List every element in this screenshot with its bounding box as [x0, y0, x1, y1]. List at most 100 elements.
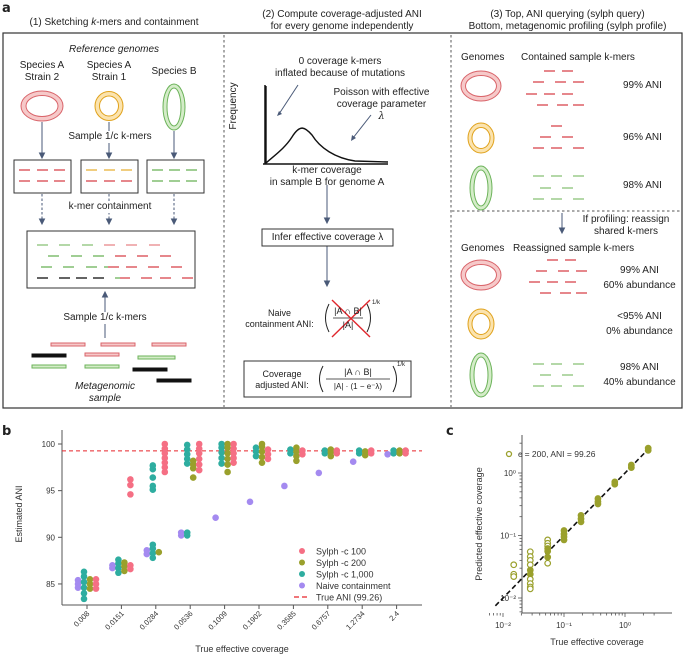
- data-point-sylph-c-1-000: [149, 474, 157, 481]
- data-point-naive-containment: [281, 482, 288, 490]
- data-point-sylph-c-1-000: [183, 529, 191, 536]
- data-point-sylph-c-200: [258, 453, 266, 461]
- data-point: [510, 573, 518, 580]
- data-point: [526, 585, 534, 593]
- data-point: [544, 547, 552, 555]
- reassigned-kmers-header: Reassigned sample k-mers: [513, 243, 635, 254]
- data-point-sylph-c-100: [195, 455, 203, 463]
- data-point-naive-containment: [212, 514, 219, 522]
- step1-title-pre: (1) Sketching: [29, 17, 92, 28]
- data-point-sylph-c-100: [195, 440, 203, 448]
- data-point-sylph-c-100: [161, 468, 169, 476]
- containment-arrows: [38, 194, 178, 226]
- coverage-exponent: 1/k: [397, 362, 406, 368]
- data-point-sylph-c-1-000: [149, 541, 157, 549]
- profile-abundance: 0% abundance: [606, 326, 673, 337]
- data-point-sylph-c-100: [92, 575, 100, 583]
- data-point-sylph-c-200: [121, 559, 128, 566]
- legend-label: Naive containment: [316, 581, 391, 591]
- step3-title: (3) Top, ANI querying (sylph query) Botto…: [450, 9, 685, 33]
- data-point-naive-containment: [74, 576, 82, 584]
- data-point-sylph-c-1-000: [80, 595, 88, 603]
- query-kmers: [526, 70, 584, 200]
- coverage-line2: adjusted ANI:: [255, 380, 309, 390]
- sketch-box-strain1: [80, 159, 139, 194]
- step1-title-post: -mers and containment: [96, 17, 199, 28]
- naive-paren-right: [366, 303, 371, 333]
- genome-label-line1: Species A: [19, 60, 65, 71]
- data-point-naive-containment: [384, 450, 391, 458]
- data-point-sylph-c-200: [224, 461, 231, 468]
- panel-c-label: c: [446, 424, 454, 439]
- data-point: [510, 561, 518, 569]
- data-point-sylph-c-100: [230, 440, 237, 448]
- x-tick-label: 10⁻¹: [556, 621, 572, 630]
- legend-label: Sylph -c 1,000: [316, 570, 374, 580]
- zero-cov-arrowhead: [277, 111, 282, 116]
- data-point-sylph-c-200: [258, 459, 266, 466]
- genomes-header-profile: Genomes: [461, 243, 505, 254]
- chart-c: 10⁻² 10⁻² 10⁻¹ 10⁻¹ 10⁰ 10⁰ True effective cov…: [474, 435, 672, 647]
- data-point-sylph-c-1-000: [218, 440, 225, 448]
- genome-label-strain1: Species A Strain 1: [79, 60, 139, 84]
- kmer-coverage-axis-label: k-mer coverage in sample B for genome A: [252, 165, 402, 189]
- profile-ani: <95% ANI: [617, 311, 662, 322]
- coverage-adjusted-ani-label: Coverage adjusted ANI:: [246, 369, 318, 391]
- metagenomic-sample-line2: sample: [88, 393, 122, 404]
- data-point-sylph-c-200: [293, 444, 300, 452]
- data-point-sylph-c-100: [161, 440, 169, 448]
- data-point-sylph-c-100: [195, 461, 203, 468]
- data-point-sylph-c-100: [195, 450, 203, 457]
- profile-result-yellow: <95% ANI 0% abundance: [597, 311, 682, 338]
- profile-ani: 99% ANI: [620, 265, 659, 276]
- sketch-box-species-b: [146, 159, 205, 194]
- profiling-note-line1: If profiling: reassign: [582, 214, 670, 225]
- data-point-sylph-c-1-000: [149, 462, 157, 469]
- step1-title-k: k: [91, 17, 97, 28]
- data-point-sylph-c-1-000: [80, 573, 88, 580]
- profiling-note-line2: shared k-mers: [594, 226, 658, 237]
- data-point-sylph-c-100: [161, 459, 169, 466]
- poisson-curve: [265, 86, 389, 165]
- y-axis-label: Estimated ANI: [14, 485, 24, 542]
- legend-marker: [299, 571, 305, 577]
- data-point-sylph-c-200: [361, 448, 369, 455]
- y-tick-label: 10⁻¹: [500, 532, 516, 541]
- data-point-sylph-c-200: [396, 447, 403, 454]
- step3-title-line1: (3) Top, ANI querying (sylph query): [490, 9, 645, 20]
- coverage-denominator: |A| · (1 − e⁻λ): [333, 382, 383, 391]
- data-point: [544, 559, 552, 567]
- coverage-axis-line1: k-mer coverage: [292, 165, 362, 176]
- data-point-sylph-c-100: [264, 455, 272, 463]
- data-point-sylph-c-100: [127, 476, 134, 483]
- y-tick-label: 90: [46, 533, 55, 542]
- naive-paren-left: [325, 303, 330, 333]
- data-point-sylph-c-100: [299, 447, 306, 454]
- poisson-note: Poisson with effective coverage parameter…: [314, 87, 449, 123]
- data-point-sylph-c-200: [224, 468, 231, 476]
- data-point-naive-containment: [315, 469, 323, 477]
- step1-title: (1) Sketching k-mers and containment: [0, 17, 228, 29]
- data-point-sylph-c-1-000: [149, 549, 157, 557]
- reference-genomes-label: Reference genomes: [68, 44, 160, 55]
- genome-label-line2: Strain 1: [91, 72, 127, 83]
- data-point-sylph-c-100: [264, 450, 272, 458]
- naive-ani-label: Naive containment ANI:: [232, 308, 327, 330]
- profile-result-green: 98% ANI 40% abundance: [597, 362, 682, 389]
- profile-genomes: [460, 259, 502, 398]
- panel-b-label: b: [2, 424, 12, 439]
- data-point-sylph-c-1-000: [115, 556, 122, 563]
- data-point-sylph-c-200: [121, 567, 128, 575]
- y-tick-label: 85: [46, 580, 55, 589]
- data-point-sylph-c-1-000: [287, 446, 294, 453]
- data-point-sylph-c-1-000: [218, 454, 225, 462]
- legend-label: True ANI (99.26): [316, 593, 382, 603]
- panel-a-border: [2, 32, 683, 409]
- y-tick-label: 10⁰: [504, 469, 516, 478]
- kmer-containment-label: k-mer containment: [55, 201, 165, 213]
- naive-line1: Naive: [267, 308, 291, 318]
- genome-label-strain2: Species A Strain 2: [12, 60, 72, 84]
- naive-line2: containment ANI:: [245, 319, 314, 329]
- data-point-sylph-c-100: [127, 561, 134, 569]
- y-axis-label: Predicted effective coverage: [474, 467, 484, 580]
